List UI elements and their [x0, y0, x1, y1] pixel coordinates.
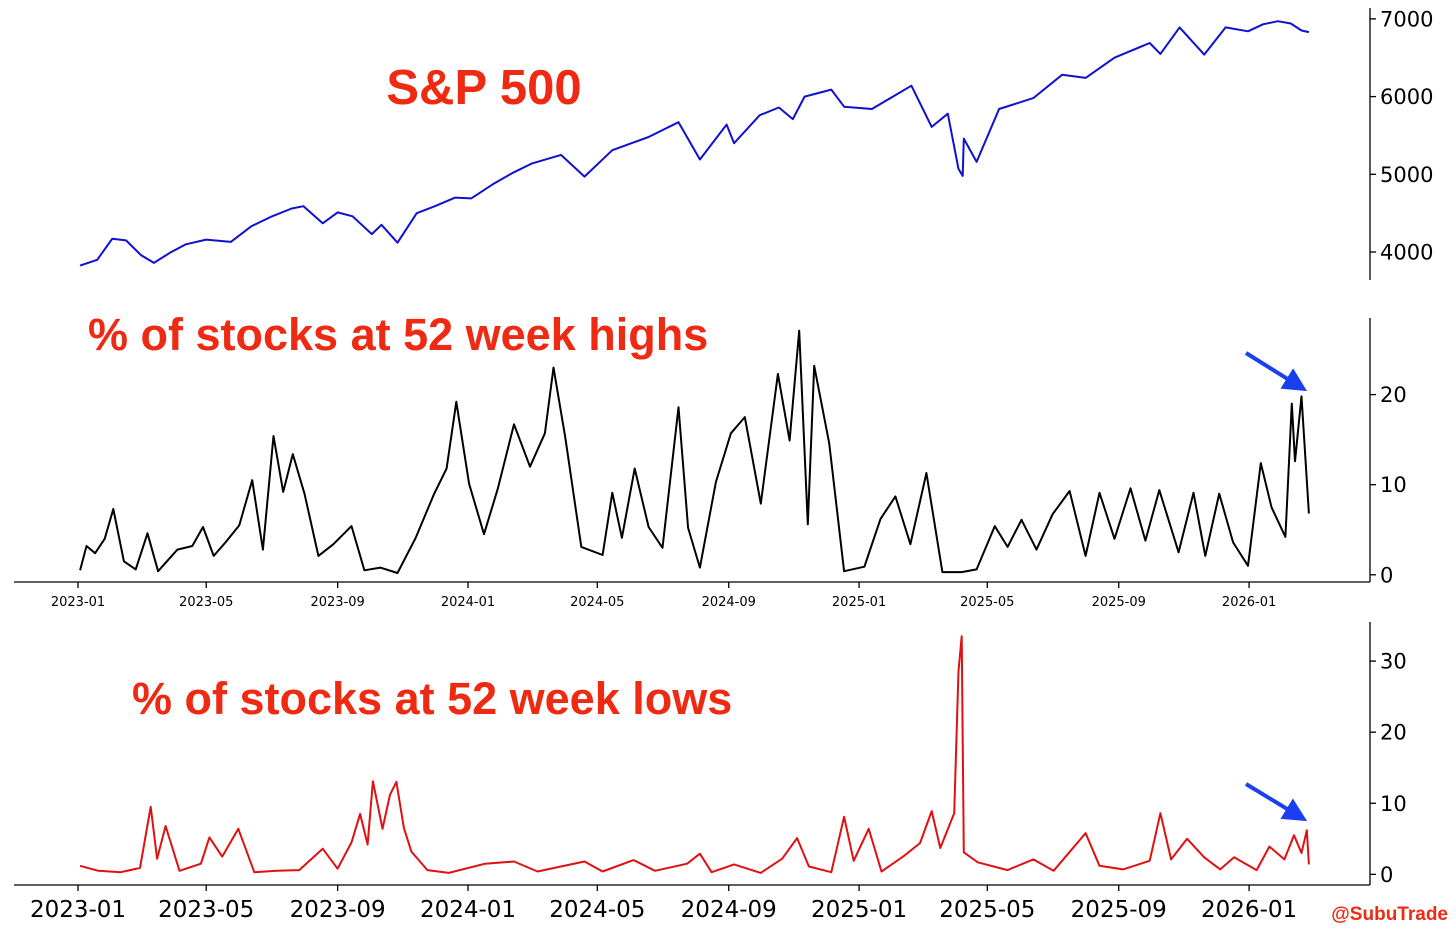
panel-1: 4000 5000 6000 7000 S&P 500	[79, 7, 1433, 280]
x-tick-label: 2023-09	[290, 897, 386, 923]
y-tick-label: 0	[1380, 863, 1393, 887]
x-tick-label: 2026-01	[1222, 595, 1276, 610]
annotation-arrow	[1244, 782, 1308, 822]
x-tick-label: 2024-01	[441, 595, 495, 610]
y-tick-label: 6000	[1380, 85, 1433, 109]
x-tick-label: 2024-05	[570, 595, 624, 610]
x-tick-label: 2025-09	[1092, 595, 1146, 610]
panel-title: % of stocks at 52 week highs	[88, 309, 708, 360]
x-tick-label: 2025-05	[960, 595, 1014, 610]
annotation-arrow	[1244, 351, 1308, 392]
x-tick-label: 2023-01	[30, 897, 126, 923]
x-tick-label: 2025-05	[939, 897, 1035, 923]
y-tick-label: 4000	[1380, 241, 1433, 265]
x-tick-label: 2024-05	[549, 897, 645, 923]
y-tick-label: 20	[1380, 721, 1407, 745]
panel-2: 0 10 20 2023-01 2023-05 2023-09 2024-01 2024-05…	[14, 309, 1407, 610]
x-tick-label: 2026-01	[1201, 897, 1297, 923]
x-tick-label: 2024-09	[681, 897, 777, 923]
series-line-1	[79, 329, 1310, 574]
series-line-1	[79, 20, 1310, 267]
y-tick-label: 30	[1380, 650, 1407, 674]
x-tick-label: 2024-01	[420, 897, 516, 923]
y-tick-label: 10	[1380, 473, 1407, 497]
x-tick-label: 2025-09	[1071, 897, 1167, 923]
x-tick-label: 2023-01	[51, 595, 105, 610]
y-tick-label: 0	[1380, 563, 1393, 587]
y-tick-label: 7000	[1380, 7, 1433, 31]
x-tick-label: 2024-09	[702, 595, 756, 610]
y-tick-label: 20	[1380, 383, 1407, 407]
x-tick-label: 2025-01	[832, 595, 886, 610]
series-line-1	[79, 635, 1310, 874]
panel-title: S&P 500	[386, 61, 581, 115]
watermark: @SubuTrade	[1331, 904, 1448, 925]
x-tick-label: 2025-01	[811, 897, 907, 923]
y-tick-label: 5000	[1380, 163, 1433, 187]
x-tick-label: 2023-09	[310, 595, 364, 610]
panel-title: % of stocks at 52 week lows	[132, 673, 732, 724]
y-tick-label: 10	[1380, 792, 1407, 816]
x-tick-label: 2023-05	[158, 897, 254, 923]
x-tick-label: 2023-05	[179, 595, 233, 610]
panel-3: 0 10 20 30 2023-01 2023-05 2023-09 2024-01 2024-…	[14, 622, 1407, 923]
